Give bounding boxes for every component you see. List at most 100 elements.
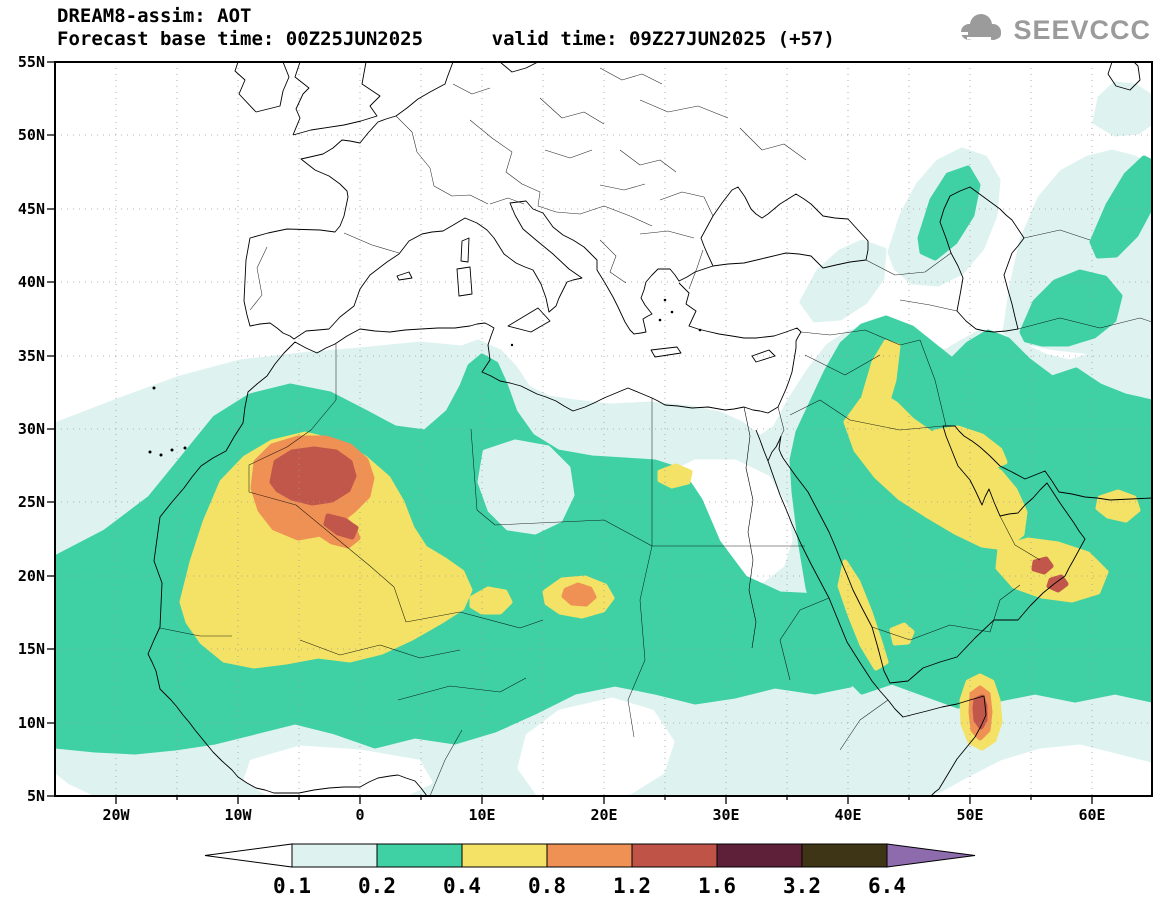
y-axis-label: 15N: [18, 640, 45, 658]
colorbar-segment-3: [461, 843, 548, 868]
coast-ireland: [234, 62, 290, 113]
contour-yellow-iraq: [853, 339, 901, 441]
contour-teal-ne-streak: [1089, 155, 1152, 259]
contour-teal-caucasus: [917, 165, 981, 261]
island-canary-2: [159, 453, 163, 457]
island-sardinia: [456, 266, 473, 297]
colorbar-arrow-right: [886, 843, 976, 868]
contour-red-streak: [323, 513, 359, 540]
island-madeira: [152, 386, 156, 390]
contour-yellow-yemen: [889, 622, 915, 646]
contour-hole-guinea: [243, 745, 433, 796]
island-aegean-1: [663, 298, 667, 302]
y-axis-label: 50N: [18, 126, 45, 144]
colorbar-label: 3.2: [783, 874, 821, 898]
x-axis-label: 30E: [712, 806, 739, 824]
contour-pale-topright: [1092, 81, 1152, 137]
island-rhodes: [698, 328, 702, 332]
x-axis-label: 20W: [102, 806, 130, 824]
y-axis-label: 45N: [18, 200, 45, 218]
island-aegean-2: [670, 310, 674, 314]
colorbar-label: 0.2: [358, 874, 396, 898]
x-axis-label: 50E: [956, 806, 983, 824]
y-axis-label: 20N: [18, 567, 45, 585]
coast-england-south: [292, 62, 381, 136]
contour-pale-anatolia: [799, 239, 887, 323]
x-axis-label: 20E: [590, 806, 617, 824]
x-axis-label: 10W: [224, 806, 252, 824]
colorbar-labels: 0.1 0.2 0.4 0.8 1.2 1.6 3.2 6.4: [273, 874, 906, 898]
colorbar-segment-4: [546, 843, 633, 868]
aot-contours: [55, 81, 1152, 796]
coast-europe-blacksea: [243, 62, 869, 340]
colorbar-segment-5: [631, 843, 718, 868]
x-axis-label: 10E: [468, 806, 495, 824]
contour-red-nw-africa: [269, 446, 357, 506]
coastlines: [147, 62, 1152, 796]
coast-caspian: [939, 186, 1025, 333]
island-canary-1: [148, 450, 152, 454]
island-canary-3: [170, 448, 174, 452]
colorbar-segment-1: [291, 843, 378, 868]
island-malta: [510, 343, 514, 347]
island-cyprus: [751, 349, 776, 363]
colorbar-label: 1.6: [698, 874, 736, 898]
contour-yellow-oman: [995, 537, 1109, 603]
x-axis-label: 40E: [834, 806, 861, 824]
y-axis-label: 5N: [27, 787, 45, 805]
contour-yellow-25e: [657, 463, 693, 489]
colorbar-segment-2: [376, 843, 463, 868]
contour-orange-18e: [561, 582, 597, 607]
island-balearic: [396, 271, 413, 281]
x-axis-label: 0: [355, 806, 364, 824]
colorbar-label: 0.1: [273, 874, 311, 898]
forecast-times: Forecast base time: 00Z25JUN2025 valid t…: [57, 28, 835, 50]
colorbar-label: 1.2: [613, 874, 651, 898]
y-axis-label: 40N: [18, 273, 45, 291]
coast-redsea-horn: [755, 429, 987, 796]
coast-aral: [1107, 62, 1141, 91]
contour-teal-turkmen: [1019, 269, 1123, 347]
colorbar-arrow-left: [204, 843, 293, 868]
islands: [148, 237, 776, 457]
river-nile: [743, 406, 757, 649]
contour-hole-chad: [517, 697, 675, 796]
coast-medsouth-africa: [147, 282, 802, 796]
colorbar-label: 0.8: [528, 874, 566, 898]
y-axis-label: 35N: [18, 347, 45, 365]
island-crete: [650, 346, 682, 358]
contour-red-somalia: [972, 694, 988, 730]
y-axis-label: 55N: [18, 53, 45, 71]
colorbar-label: 0.4: [443, 874, 481, 898]
cloud-icon: [955, 14, 1002, 40]
seevccc-logo: SEEVCCC: [955, 12, 1151, 48]
contour-yellow-e-oman: [1095, 489, 1141, 523]
x-axis-labels: 20W 10W 0 10E 20E 30E 40E 50E 60E: [102, 806, 1105, 824]
coast-arabia: [778, 425, 1152, 684]
y-axis-labels: 55N 50N 45N 40N 35N 30N 25N 20N 15N 10N …: [18, 53, 45, 805]
colorbar-label: 6.4: [868, 874, 906, 898]
contour-red-arabia-a: [1031, 556, 1054, 575]
y-axis-label: 30N: [18, 420, 45, 438]
contour-yellow-zagros: [927, 425, 1008, 471]
coast-sinai: [767, 435, 782, 462]
logo-text: SEEVCCC: [1013, 14, 1151, 45]
contour-red-arabia-b: [1046, 574, 1069, 593]
x-axis-label: 60E: [1078, 806, 1105, 824]
coast-denmark-isles: [499, 62, 539, 73]
contour-yellow-10e: [469, 586, 513, 615]
coast-england-west: [292, 62, 310, 136]
island-corsica: [460, 237, 470, 263]
y-axis-label: 25N: [18, 493, 45, 511]
contour-yellow-saudi: [843, 391, 1028, 551]
axis-ticks: [47, 61, 1093, 804]
page-title: DREAM8-assim: AOT: [57, 5, 252, 27]
island-sicily: [507, 307, 551, 333]
colorbar-segment-6: [716, 843, 803, 868]
country-borders: [159, 67, 1152, 796]
island-canary-4: [183, 446, 187, 450]
island-aegean-3: [658, 318, 662, 322]
colorbar-segment-7: [801, 843, 888, 868]
